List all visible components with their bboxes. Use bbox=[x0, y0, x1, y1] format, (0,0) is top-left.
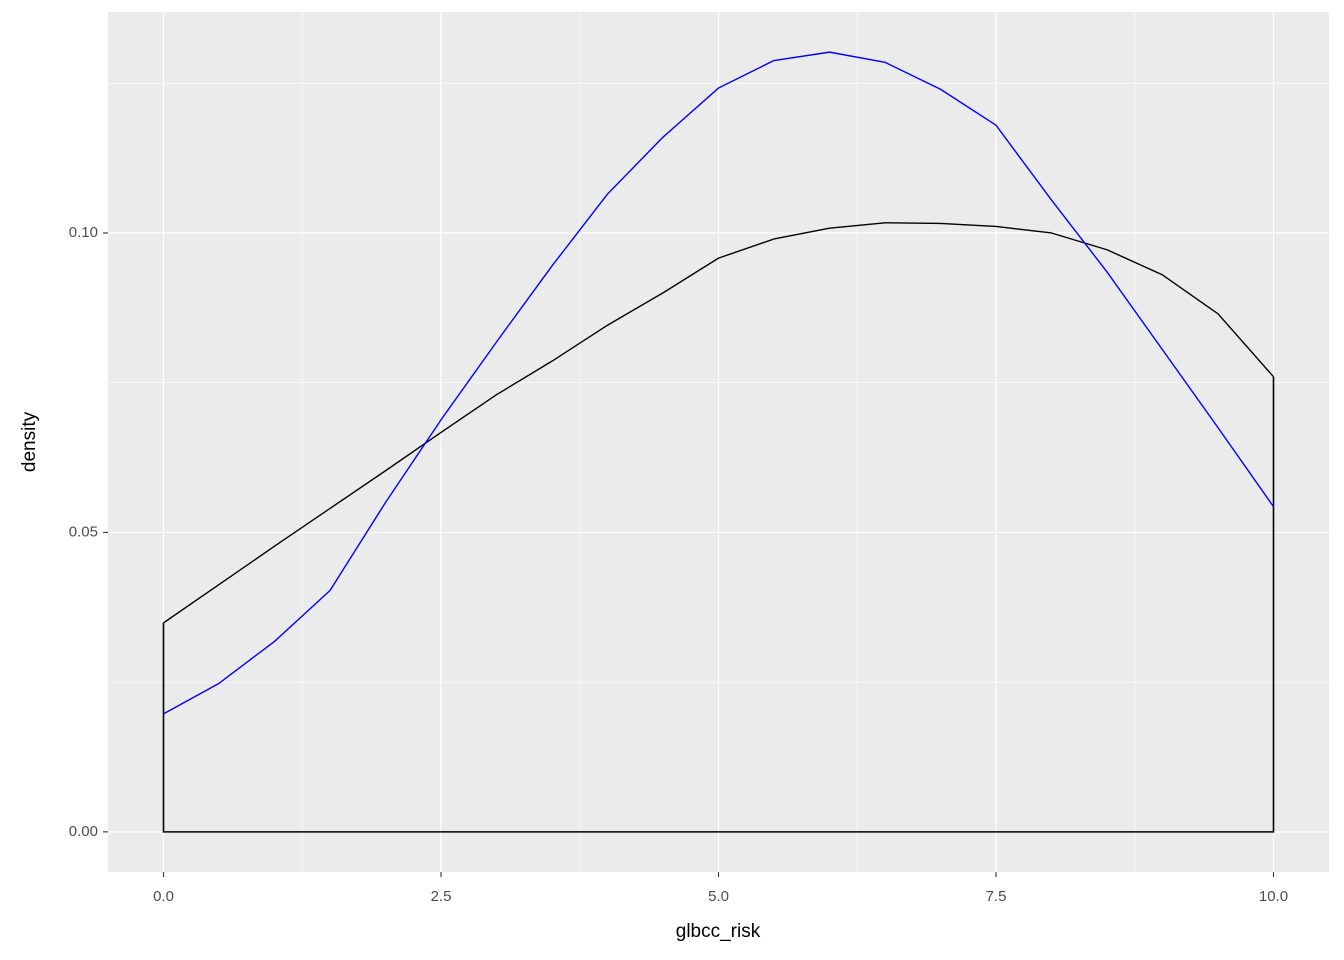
x-tick-label: 10.0 bbox=[1259, 888, 1288, 905]
x-tick-label: 5.0 bbox=[708, 888, 729, 905]
density-curve bbox=[163, 222, 1275, 624]
y-axis-title: density bbox=[19, 411, 40, 472]
x-axis-title: glbcc_risk bbox=[676, 921, 761, 942]
density-outline bbox=[162, 376, 1275, 833]
y-tick-label: 0.05 bbox=[69, 523, 98, 540]
x-tick-label: 7.5 bbox=[986, 888, 1007, 905]
density-curve bbox=[163, 51, 1275, 715]
x-tick-label: 2.5 bbox=[431, 888, 452, 905]
y-tick-label: 0.00 bbox=[69, 823, 98, 840]
y-tick-label: 0.10 bbox=[69, 224, 98, 241]
x-tick-label: 0.0 bbox=[153, 888, 174, 905]
